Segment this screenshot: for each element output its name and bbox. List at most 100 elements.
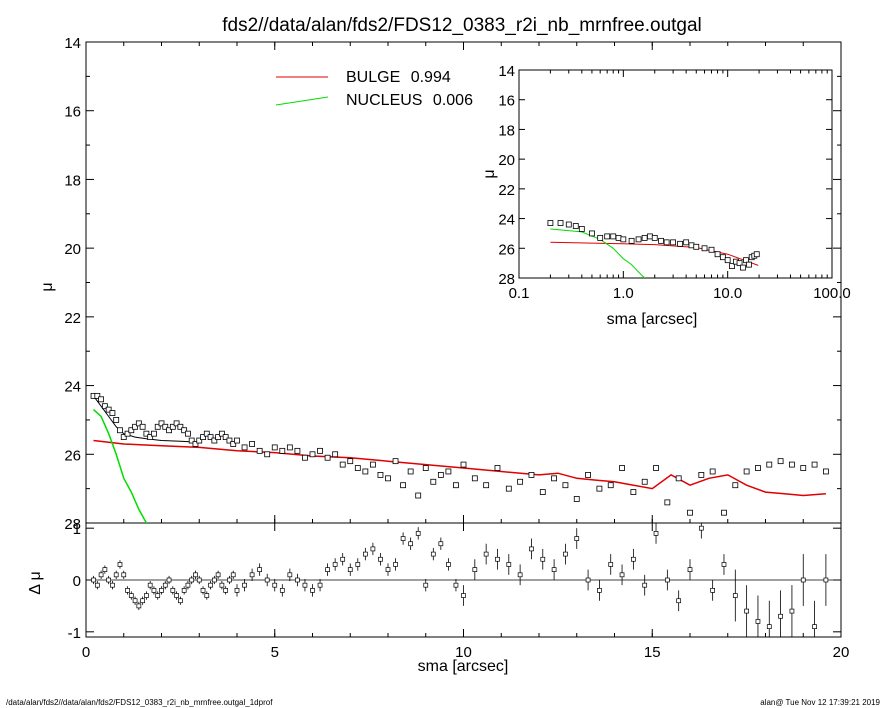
residual-data-point bbox=[631, 556, 636, 562]
main-data-point bbox=[177, 423, 184, 430]
inset-data-point bbox=[719, 254, 726, 261]
main-data-point bbox=[158, 420, 165, 427]
main-data-point bbox=[619, 465, 625, 471]
main-panel-frame bbox=[85, 41, 842, 524]
main-data-point bbox=[800, 465, 807, 471]
main-data-point bbox=[607, 482, 614, 489]
residual-xtick-label: 15 bbox=[644, 644, 661, 661]
main-data-point bbox=[207, 434, 214, 441]
residual-data-point bbox=[174, 593, 179, 598]
main-data-point bbox=[215, 434, 222, 441]
main-data-point bbox=[101, 403, 108, 410]
main-data-point bbox=[211, 437, 218, 444]
main-data-point bbox=[113, 417, 120, 423]
inset-data-point bbox=[628, 237, 635, 244]
residual-data-point bbox=[106, 577, 112, 583]
main-data-point bbox=[230, 441, 237, 447]
main-data-point bbox=[437, 471, 444, 478]
residual-data-point bbox=[687, 567, 693, 572]
residual-data-point bbox=[766, 624, 772, 629]
main-plot-area bbox=[90, 392, 829, 523]
residual-data-point bbox=[446, 562, 451, 567]
inset-data-point bbox=[670, 239, 677, 246]
main-data-point bbox=[222, 434, 229, 441]
main-data-point bbox=[573, 496, 580, 502]
main-ytick-label: 14 bbox=[64, 35, 81, 52]
residual-data-point bbox=[94, 582, 100, 588]
main-data-point bbox=[151, 430, 157, 437]
inset-data-point bbox=[547, 220, 554, 226]
inset-ylabel: μ bbox=[481, 169, 498, 178]
inset-data-point bbox=[651, 234, 658, 241]
residual-data-point bbox=[144, 593, 149, 598]
inset-data-point bbox=[714, 251, 721, 258]
main-data-point bbox=[653, 465, 659, 471]
residual-data-point bbox=[698, 525, 704, 531]
residual-data-point bbox=[461, 593, 466, 598]
main-data-point bbox=[286, 444, 293, 451]
main-data-point bbox=[415, 492, 422, 499]
residual-ytick-label: 0 bbox=[73, 573, 81, 590]
residual-data-point bbox=[363, 551, 368, 557]
main-data-point bbox=[377, 471, 384, 478]
inset-ytick-label: 24 bbox=[498, 212, 515, 229]
legend-nucleus-line bbox=[275, 96, 329, 106]
inset-data-point bbox=[572, 223, 579, 229]
inset-bulge-line bbox=[550, 241, 759, 266]
residual-data-point bbox=[430, 551, 436, 557]
residual-data-point bbox=[393, 562, 398, 567]
inset-xtick-label: 0.1 bbox=[509, 285, 530, 302]
residual-data-point bbox=[128, 593, 134, 598]
main-data-point bbox=[249, 441, 256, 447]
residual-data-point bbox=[400, 536, 406, 541]
residual-data-point bbox=[755, 619, 761, 624]
main-data-point bbox=[339, 461, 346, 468]
residual-data-point bbox=[812, 624, 817, 629]
residual-data-point bbox=[272, 582, 278, 588]
main-data-point bbox=[192, 441, 199, 447]
main-ytick-label: 16 bbox=[64, 104, 81, 121]
residual-data-point bbox=[178, 598, 183, 604]
residual-data-point bbox=[800, 577, 806, 583]
residual-data-point bbox=[136, 603, 142, 609]
main-data-point bbox=[234, 437, 240, 444]
inset-data-point bbox=[746, 261, 752, 268]
main-data-point bbox=[264, 451, 271, 458]
legend-nucleus-name: NUCLEUS bbox=[346, 92, 422, 109]
main-data-point bbox=[109, 410, 116, 416]
residual-xlabel: sma [arcsec] bbox=[418, 658, 509, 675]
residual-data-point bbox=[215, 572, 221, 578]
inset-axis-ticks: 14 16 18 20 22 24 26 280.1 1.0 10.0 100.0 bbox=[498, 63, 850, 302]
residual-data-point bbox=[287, 572, 293, 578]
inset-data-point bbox=[708, 246, 715, 253]
main-data-point bbox=[641, 478, 648, 485]
main-data-point bbox=[154, 423, 161, 430]
legend: BULGE 0.994 NUCLEUS 0.006 bbox=[275, 69, 473, 109]
legend-bulge-value: 0.994 bbox=[411, 69, 451, 86]
residual-data-point bbox=[619, 572, 625, 578]
residual-data-point bbox=[664, 577, 670, 583]
chart-title: fds2//data/alan/fds2/FDS12_0383_r2i_nb_m… bbox=[222, 15, 702, 36]
residual-data-point bbox=[212, 577, 217, 583]
residual-ytick-label: -1 bbox=[68, 625, 81, 642]
main-data-point bbox=[128, 427, 135, 434]
main-data-point bbox=[385, 475, 391, 482]
main-data-point bbox=[400, 482, 407, 489]
residual-data-point bbox=[540, 556, 546, 562]
main-data-point bbox=[445, 468, 452, 475]
inset-data-point bbox=[620, 236, 627, 243]
inset-data-point bbox=[677, 240, 683, 247]
main-bulge-line bbox=[93, 439, 826, 497]
residual-data-point bbox=[185, 582, 191, 588]
main-data-point bbox=[422, 465, 429, 471]
main-data-point bbox=[743, 468, 750, 475]
inset-ytick-label: 26 bbox=[498, 241, 515, 258]
main-data-point bbox=[147, 434, 154, 441]
main-data-point bbox=[430, 478, 437, 485]
inset-data-point bbox=[565, 221, 572, 228]
residual-data-point bbox=[110, 582, 115, 588]
main-data-point bbox=[517, 478, 524, 485]
main-data-point bbox=[200, 434, 206, 441]
residual-data-point bbox=[140, 598, 145, 604]
residual-data-point bbox=[415, 531, 421, 536]
